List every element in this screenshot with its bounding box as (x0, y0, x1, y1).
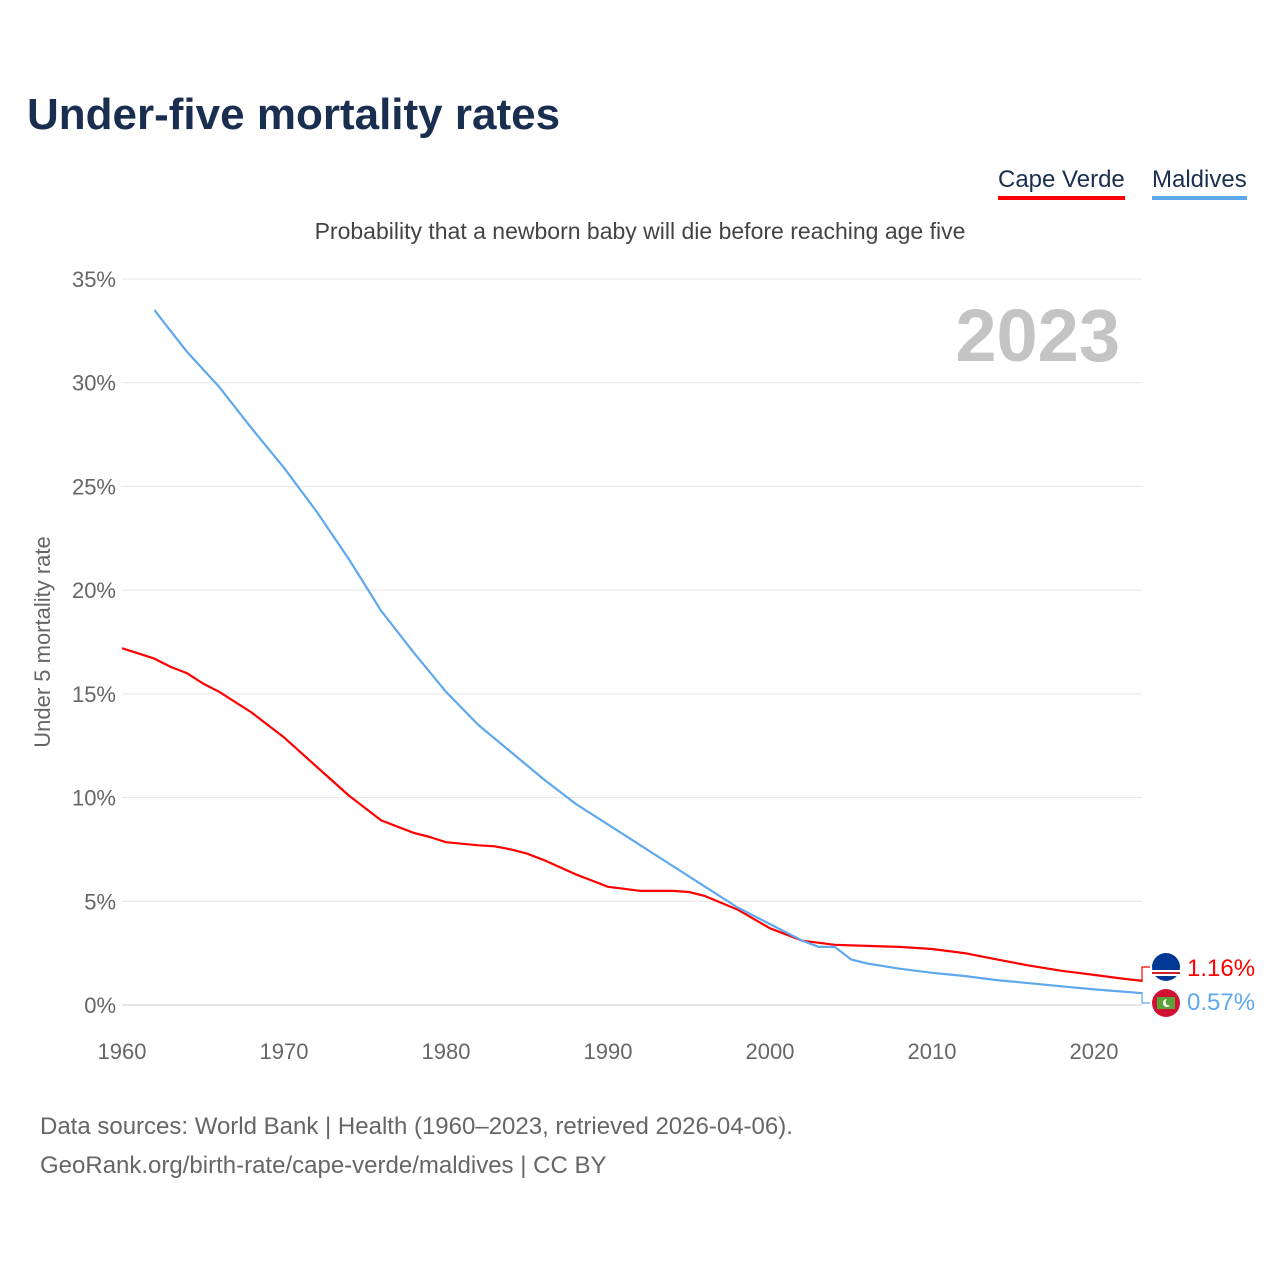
x-tick-label: 2010 (908, 1039, 957, 1064)
x-tick-label: 1990 (584, 1039, 633, 1064)
series-line-cape-verde (121, 647, 1143, 982)
x-tick-label: 1970 (260, 1039, 309, 1064)
cape-verde-flag-stripe (1152, 972, 1180, 974)
y-axis-label: Under 5 mortality rate (30, 536, 55, 748)
y-tick-label: 0% (84, 993, 116, 1018)
source-line-2[interactable]: GeoRank.org/birth-rate/cape-verde/maldiv… (40, 1152, 607, 1179)
chart-subtitle: Probability that a newborn baby will die… (314, 218, 966, 244)
connector-line (1140, 966, 1150, 982)
legend-item-cape-verde[interactable]: Cape Verde (998, 166, 1125, 200)
y-tick-label: 5% (84, 889, 116, 914)
y-tick-label: 15% (72, 682, 116, 707)
source-line-1: Data sources: World Bank | Health (1960–… (40, 1113, 793, 1140)
year-label: 2023 (955, 294, 1120, 377)
legend-item-maldives[interactable]: Maldives (1152, 166, 1247, 200)
chart-title: Under-five mortality rates (27, 90, 561, 139)
series-line-maldives (153, 309, 1143, 995)
x-tick-label: 1980 (422, 1039, 471, 1064)
y-tick-label: 35% (72, 267, 116, 292)
y-tick-label: 20% (72, 578, 116, 603)
x-tick-label: 1960 (98, 1039, 147, 1064)
y-tick-label: 10% (72, 786, 116, 811)
x-tick-label: 2020 (1070, 1039, 1119, 1064)
end-value-label: 0.57% (1187, 989, 1255, 1016)
maldives-flag-crescent-cut (1165, 998, 1173, 1006)
cape-verde-flag-icon (1152, 953, 1180, 981)
y-tick-label: 25% (72, 474, 116, 499)
connector-line (1140, 992, 1150, 1004)
y-tick-label: 30% (72, 371, 116, 396)
source-note: Data sources: World Bank | Health (1960–… (40, 1107, 793, 1185)
x-tick-label: 2000 (746, 1039, 795, 1064)
end-value-label: 1.16% (1187, 955, 1255, 982)
